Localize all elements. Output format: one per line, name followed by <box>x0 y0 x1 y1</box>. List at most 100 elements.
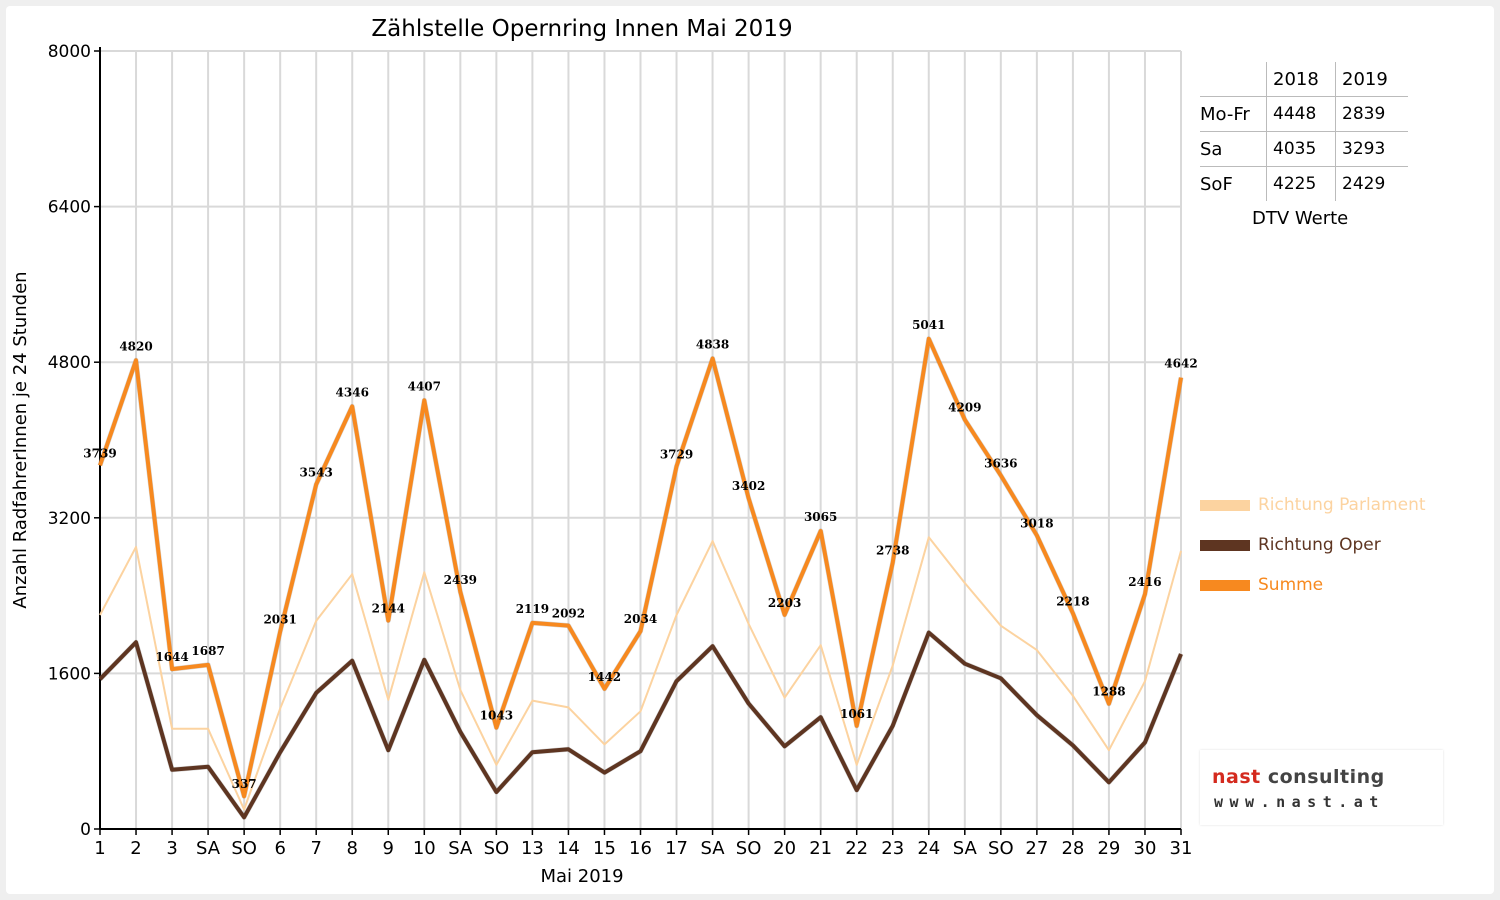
data-label: 2144 <box>372 601 405 615</box>
dtv-row-sof: SoF 4225 2429 <box>1200 166 1408 201</box>
x-tick-label: 10 <box>413 838 436 859</box>
x-axis-label: Mai 2019 <box>540 866 623 887</box>
data-label: 2738 <box>876 544 909 558</box>
y-tick-labels: 0 1600 3200 4800 6400 8000 <box>48 42 91 840</box>
dtv-caption: DTV Werte <box>1252 208 1349 229</box>
logo-wordmark: nast consulting <box>1212 766 1385 788</box>
data-label: 2119 <box>516 602 549 616</box>
data-label: 3402 <box>732 479 765 493</box>
data-label: 3543 <box>299 465 332 479</box>
x-tick-label: 22 <box>845 838 868 859</box>
x-tick-label: 13 <box>521 838 544 859</box>
x-tick-label: 30 <box>1134 838 1157 859</box>
data-label: 2439 <box>444 573 477 587</box>
x-tick-label: SA <box>701 838 726 859</box>
data-label: 3636 <box>984 456 1017 470</box>
x-tick-label: SO <box>231 838 257 859</box>
x-tick-label: 24 <box>917 838 940 859</box>
data-label: 3065 <box>804 510 837 524</box>
x-tick-label: SA <box>953 838 978 859</box>
x-tick-label: 27 <box>1025 838 1048 859</box>
x-tick-label: 17 <box>665 838 688 859</box>
x-tick-label: 20 <box>773 838 796 859</box>
data-label: 1687 <box>191 644 224 658</box>
data-label: 4820 <box>119 339 152 353</box>
data-label: 2218 <box>1056 594 1089 608</box>
legend-swatch <box>1200 579 1250 591</box>
y-axis-label: Anzahl RadfahrerInnen je 24 Stunden <box>10 271 31 608</box>
dtv-value-2019: 2839 <box>1335 96 1408 132</box>
x-tick-label: 28 <box>1061 838 1084 859</box>
x-tick-label: SO <box>484 838 510 859</box>
data-label: 1644 <box>155 650 188 664</box>
data-label: 4407 <box>408 379 441 393</box>
x-tick-label: 31 <box>1170 838 1193 859</box>
series-line-oper <box>98 630 1183 820</box>
data-label: 3739 <box>83 446 116 460</box>
data-label: 3729 <box>660 447 693 461</box>
dtv-row-sa: Sa 4035 3293 <box>1200 131 1408 167</box>
x-tick-label: 6 <box>274 838 285 859</box>
dtv-header-empty <box>1200 62 1267 97</box>
logo-url: www.nast.at <box>1214 793 1385 811</box>
dtv-value-2019: 2429 <box>1335 166 1408 201</box>
dtv-table: 2018 2019 Mo-Fr 4448 2839 Sa 4035 3293 S… <box>1200 62 1408 201</box>
y-tick-label: 8000 <box>48 42 91 62</box>
x-tick-label: SA <box>448 838 473 859</box>
x-tick-label: 3 <box>166 838 177 859</box>
data-labels: 3739 4820 1644 1687 337 2031 3543 4346 2144 4407 2… <box>83 318 1197 791</box>
series-line-summe <box>98 336 1183 799</box>
y-tick-label: 6400 <box>48 198 91 218</box>
x-tick-label: 29 <box>1097 838 1120 859</box>
chart-title: Zählstelle Opernring Innen Mai 2019 <box>371 16 792 42</box>
y-tick-label: 4800 <box>48 353 91 373</box>
x-tick-labels: 1 2 3 SA SO 6 7 8 9 10 SA SO 13 14 15 16 17 SA SO 20 21 22 23 2… <box>94 838 1192 859</box>
legend-item-parlament: Richtung Parlament <box>1200 493 1426 517</box>
legend-item-oper: Richtung Oper <box>1200 533 1381 557</box>
axes <box>94 47 1182 835</box>
x-tick-label: 14 <box>557 838 580 859</box>
data-label: 4642 <box>1164 357 1197 371</box>
y-tick-label: 0 <box>80 820 91 840</box>
dtv-header-row: 2018 2019 <box>1200 62 1408 97</box>
data-label: 1288 <box>1092 685 1125 699</box>
dtv-row-label: Mo-Fr <box>1200 96 1267 132</box>
x-tick-label: 21 <box>809 838 832 859</box>
data-label: 2092 <box>552 607 585 621</box>
legend-label: Richtung Oper <box>1258 535 1381 555</box>
x-tick-label: SO <box>736 838 762 859</box>
dtv-value-2018: 4448 <box>1266 96 1336 132</box>
x-tick-label: 1 <box>94 838 105 859</box>
dtv-value-2018: 4225 <box>1266 166 1336 201</box>
company-logo: nast consulting www.nast.at <box>1200 750 1443 825</box>
legend-swatch <box>1200 499 1250 511</box>
x-tick-label: 16 <box>629 838 652 859</box>
data-label: 5041 <box>912 318 945 332</box>
data-label: 337 <box>232 777 257 791</box>
data-label: 1061 <box>840 707 873 721</box>
x-tick-label: 15 <box>593 838 616 859</box>
data-label: 1043 <box>480 709 513 723</box>
data-label: 4209 <box>948 401 981 415</box>
data-label: 2203 <box>768 596 801 610</box>
data-label: 4346 <box>336 385 369 399</box>
series-lines <box>97 336 1184 820</box>
x-tick-label: 23 <box>881 838 904 859</box>
dtv-row-label: SoF <box>1200 166 1267 201</box>
legend-label: Summe <box>1258 575 1324 595</box>
x-tick-label: 9 <box>383 838 394 859</box>
data-label: 1442 <box>588 670 621 684</box>
x-tick-label: 7 <box>310 838 321 859</box>
data-label: 2416 <box>1128 575 1161 589</box>
dtv-header-2018: 2018 <box>1266 62 1336 97</box>
data-label: 3018 <box>1020 516 1053 530</box>
y-tick-label: 1600 <box>48 664 91 684</box>
dtv-header-2019: 2019 <box>1335 62 1408 97</box>
legend-label: Richtung Parlament <box>1258 495 1426 515</box>
x-tick-label: SA <box>196 838 221 859</box>
y-tick-label: 3200 <box>48 509 91 529</box>
legend-item-summe: Summe <box>1200 573 1323 597</box>
data-label: 4838 <box>696 338 729 352</box>
dtv-row-mofr: Mo-Fr 4448 2839 <box>1200 96 1408 132</box>
